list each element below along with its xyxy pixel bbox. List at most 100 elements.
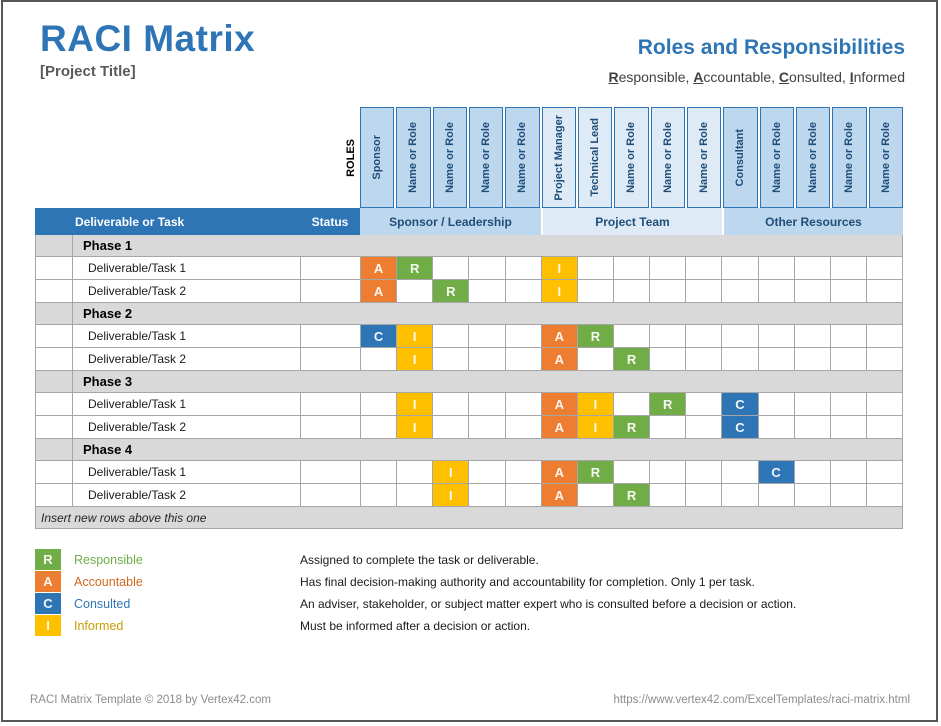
task-name-cell[interactable]: Deliverable/Task 1	[73, 257, 301, 280]
role-cell[interactable]	[613, 461, 651, 484]
assignment-cell[interactable]: I	[433, 484, 470, 507]
role-cell[interactable]	[794, 257, 831, 280]
role-cell[interactable]	[722, 348, 759, 371]
assignment-cell[interactable]: A	[541, 348, 578, 371]
assignment-cell[interactable]: I	[397, 416, 434, 439]
role-cell[interactable]	[758, 257, 795, 280]
role-cell[interactable]	[433, 393, 470, 416]
role-cell[interactable]	[505, 416, 542, 439]
role-cell[interactable]	[650, 280, 687, 303]
role-cell[interactable]	[433, 325, 470, 348]
assignment-cell[interactable]: C	[361, 325, 398, 348]
role-cell[interactable]	[505, 461, 542, 484]
footer-url[interactable]: https://www.vertex42.com/ExcelTemplates/…	[613, 694, 910, 706]
role-cell[interactable]	[794, 461, 831, 484]
role-cell[interactable]	[505, 484, 542, 507]
row-select-cell[interactable]	[36, 393, 73, 416]
assignment-cell[interactable]: A	[541, 461, 578, 484]
role-cell[interactable]	[830, 280, 867, 303]
role-cell[interactable]	[397, 280, 434, 303]
role-cell[interactable]	[686, 348, 723, 371]
role-cell[interactable]	[722, 461, 759, 484]
role-cell[interactable]	[505, 393, 542, 416]
role-cell[interactable]	[794, 393, 831, 416]
role-cell[interactable]	[650, 348, 687, 371]
role-cell[interactable]	[613, 257, 651, 280]
status-cell[interactable]	[301, 325, 361, 348]
assignment-cell[interactable]: A	[541, 484, 578, 507]
role-cell[interactable]	[686, 257, 723, 280]
role-cell[interactable]	[830, 257, 867, 280]
role-cell[interactable]	[794, 416, 831, 439]
task-name-cell[interactable]: Deliverable/Task 1	[73, 461, 301, 484]
role-cell[interactable]	[722, 257, 759, 280]
status-cell[interactable]	[301, 280, 361, 303]
role-cell[interactable]	[686, 393, 723, 416]
role-cell[interactable]	[866, 325, 903, 348]
assignment-cell[interactable]: I	[397, 348, 434, 371]
role-cell[interactable]	[722, 484, 759, 507]
assignment-cell[interactable]: R	[613, 348, 651, 371]
assignment-cell[interactable]: A	[541, 416, 578, 439]
role-cell[interactable]	[830, 348, 867, 371]
row-select-cell[interactable]	[36, 484, 73, 507]
role-cell[interactable]	[758, 484, 795, 507]
role-cell[interactable]	[758, 348, 795, 371]
role-column-header[interactable]: Technical Lead	[577, 107, 613, 208]
assignment-cell[interactable]: A	[541, 325, 578, 348]
status-cell[interactable]	[301, 461, 361, 484]
row-select-cell[interactable]	[36, 325, 73, 348]
role-cell[interactable]	[758, 416, 795, 439]
assignment-cell[interactable]: I	[577, 416, 614, 439]
role-cell[interactable]	[722, 280, 759, 303]
row-select-cell[interactable]	[36, 257, 73, 280]
role-column-header[interactable]: Project Manager	[541, 107, 576, 208]
assignment-cell[interactable]: R	[577, 325, 614, 348]
role-cell[interactable]	[686, 325, 723, 348]
assignment-cell[interactable]: I	[433, 461, 470, 484]
status-cell[interactable]	[301, 416, 361, 439]
role-cell[interactable]	[794, 348, 831, 371]
assignment-cell[interactable]: C	[758, 461, 795, 484]
assignment-cell[interactable]: C	[722, 393, 759, 416]
row-select-cell[interactable]	[36, 303, 73, 325]
role-column-header[interactable]: Name or Role	[468, 107, 504, 208]
role-cell[interactable]	[577, 484, 614, 507]
row-select-cell[interactable]	[36, 416, 73, 439]
role-column-header[interactable]: Name or Role	[505, 107, 540, 208]
role-cell[interactable]	[469, 416, 506, 439]
role-cell[interactable]	[866, 257, 903, 280]
assignment-cell[interactable]: I	[541, 257, 578, 280]
role-cell[interactable]	[794, 280, 831, 303]
assignment-cell[interactable]: C	[722, 416, 759, 439]
role-cell[interactable]	[361, 348, 398, 371]
task-name-cell[interactable]: Deliverable/Task 1	[73, 393, 301, 416]
role-column-header[interactable]: Name or Role	[759, 107, 794, 208]
role-column-header[interactable]: Name or Role	[795, 107, 831, 208]
status-cell[interactable]	[301, 257, 361, 280]
role-cell[interactable]	[433, 348, 470, 371]
role-cell[interactable]	[361, 461, 398, 484]
role-cell[interactable]	[505, 348, 542, 371]
role-cell[interactable]	[361, 484, 398, 507]
role-cell[interactable]	[650, 461, 687, 484]
role-cell[interactable]	[830, 325, 867, 348]
status-cell[interactable]	[301, 393, 361, 416]
row-select-cell[interactable]	[36, 348, 73, 371]
assignment-cell[interactable]: R	[577, 461, 614, 484]
status-cell[interactable]	[301, 348, 361, 371]
assignment-cell[interactable]: R	[613, 484, 651, 507]
role-cell[interactable]	[686, 484, 723, 507]
role-column-header[interactable]: Name or Role	[432, 107, 467, 208]
assignment-cell[interactable]: I	[577, 393, 614, 416]
role-cell[interactable]	[469, 280, 506, 303]
project-title[interactable]: [Project Title]	[40, 63, 136, 80]
role-cell[interactable]	[866, 280, 903, 303]
role-cell[interactable]	[469, 257, 506, 280]
role-cell[interactable]	[866, 461, 903, 484]
role-cell[interactable]	[613, 280, 651, 303]
role-cell[interactable]	[686, 280, 723, 303]
role-cell[interactable]	[397, 461, 434, 484]
role-cell[interactable]	[397, 484, 434, 507]
role-cell[interactable]	[577, 280, 614, 303]
